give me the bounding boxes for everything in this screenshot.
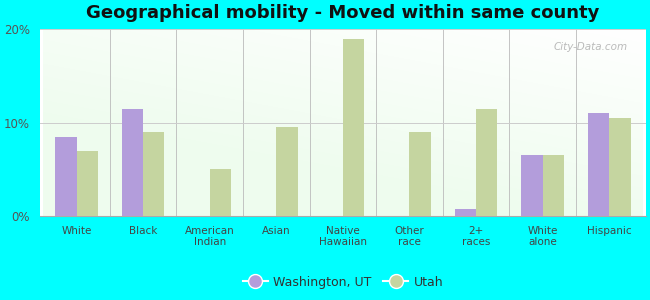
Bar	[609, 118, 630, 216]
Bar	[410, 132, 431, 216]
Bar	[543, 155, 564, 216]
Text: City-Data.com: City-Data.com	[554, 42, 628, 52]
Legend: Washington, UT, Utah: Washington, UT, Utah	[238, 271, 448, 294]
Bar	[210, 169, 231, 216]
Title: Geographical mobility - Moved within same county: Geographical mobility - Moved within sam…	[86, 4, 599, 22]
Bar	[455, 208, 476, 216]
Bar	[476, 109, 497, 216]
Bar	[343, 39, 364, 216]
Bar	[276, 127, 298, 216]
Bar	[588, 113, 609, 216]
Bar	[77, 151, 98, 216]
Bar	[143, 132, 164, 216]
Bar	[521, 155, 543, 216]
Bar	[55, 136, 77, 216]
Bar	[122, 109, 143, 216]
